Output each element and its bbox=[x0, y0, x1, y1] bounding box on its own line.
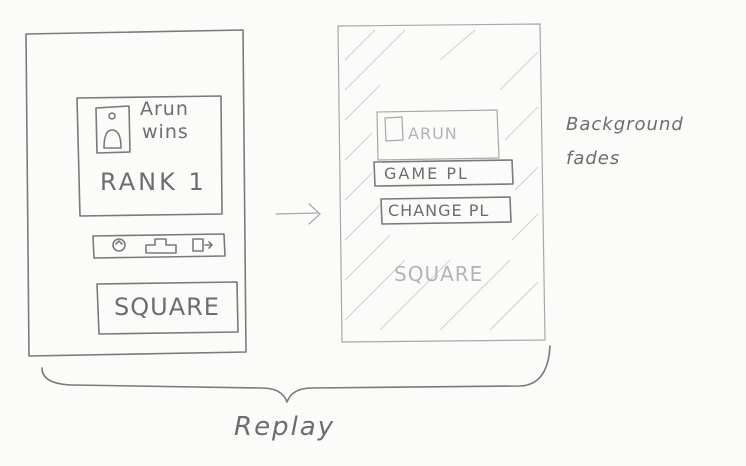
transition-arrow bbox=[275, 203, 321, 225]
controls-strip bbox=[92, 233, 226, 259]
faded-result-card bbox=[376, 109, 500, 161]
faded-player-name: ARUN bbox=[408, 124, 458, 143]
leaderboard-icon[interactable] bbox=[145, 238, 177, 254]
game-button-frame bbox=[373, 159, 514, 187]
left-result-card bbox=[76, 95, 223, 217]
game-button[interactable]: GAME PL bbox=[384, 164, 469, 183]
change-button-frame bbox=[380, 196, 512, 225]
change-button[interactable]: CHANGE PL bbox=[388, 201, 490, 220]
avatar-icon bbox=[103, 112, 122, 149]
avatar-box bbox=[95, 105, 131, 154]
background-fades-annotation: Background fades bbox=[566, 114, 684, 169]
replay-brace bbox=[41, 345, 551, 403]
player-name-line1: Arun bbox=[140, 98, 189, 120]
share-icon[interactable] bbox=[192, 238, 213, 252]
faded-avatar-box bbox=[384, 116, 404, 142]
faded-square-label: SQUARE bbox=[394, 262, 484, 286]
square-button-frame bbox=[96, 281, 239, 335]
replay-caption: Replay bbox=[234, 412, 336, 442]
rank-label: RANK 1 bbox=[100, 168, 207, 196]
square-button[interactable]: SQUARE bbox=[114, 293, 220, 321]
player-name-line2: wins bbox=[142, 121, 189, 143]
right-screen-frame bbox=[337, 23, 546, 343]
left-screen-frame bbox=[25, 29, 247, 357]
faded-background-hatch bbox=[344, 29, 539, 331]
replay-icon[interactable] bbox=[112, 238, 126, 252]
